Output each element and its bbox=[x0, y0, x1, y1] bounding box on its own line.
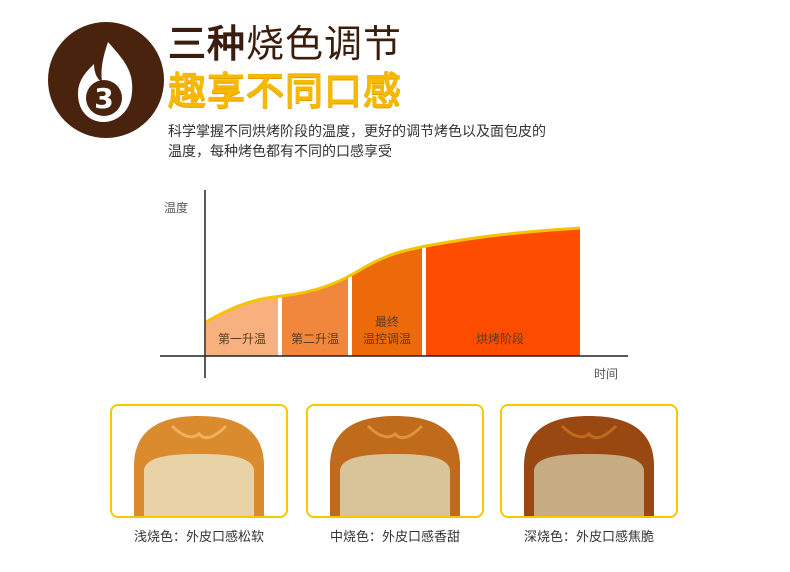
bread-caption-medium: 中烧色：外皮口感香甜 bbox=[329, 530, 460, 545]
stage-bar-2 bbox=[282, 228, 348, 356]
page-title-bold: 三种 bbox=[168, 22, 247, 66]
temperature-chart: 温度 时间 第一升温 第二升温 最终 温控调温 烘烤阶段 bbox=[160, 190, 628, 381]
bread-medium-image bbox=[330, 416, 460, 516]
bread-card-light bbox=[110, 404, 288, 518]
badge-inner-circle bbox=[86, 80, 122, 116]
y-axis-label: 温度 bbox=[164, 200, 188, 215]
stage-bar-4 bbox=[426, 228, 580, 356]
bread-card-dark bbox=[500, 404, 678, 518]
stage-label-3a: 最终 bbox=[375, 314, 399, 329]
page-description: 科学掌握不同烘烤阶段的温度，更好的调节烤色以及面包皮的温度，每种烤色都有不同的口… bbox=[168, 124, 546, 160]
temperature-curve bbox=[205, 226, 581, 324]
bread-caption-light: 浅烧色：外皮口感松软 bbox=[133, 530, 264, 545]
bread-card-medium bbox=[306, 404, 484, 518]
flame-number-badge: 3 bbox=[48, 22, 164, 138]
page-subtitle: 趣享不同口感 bbox=[168, 69, 403, 113]
bread-caption-dark: 深烧色：外皮口感焦脆 bbox=[523, 530, 654, 545]
page-title: 三种烧色调节 bbox=[168, 22, 402, 66]
stage-label-4: 烘烤阶段 bbox=[476, 331, 524, 346]
page-title-rest: 烧色调节 bbox=[246, 22, 403, 66]
x-axis-label: 时间 bbox=[594, 367, 618, 381]
bread-light-image bbox=[134, 416, 264, 516]
badge-number: 3 bbox=[94, 82, 113, 115]
stage-label-3b: 温控调温 bbox=[363, 332, 411, 346]
stage-label-1: 第一升温 bbox=[218, 332, 266, 346]
bread-dark-image bbox=[524, 416, 654, 516]
stage-label-2: 第二升温 bbox=[291, 332, 339, 346]
stage-bar-1 bbox=[206, 228, 278, 356]
